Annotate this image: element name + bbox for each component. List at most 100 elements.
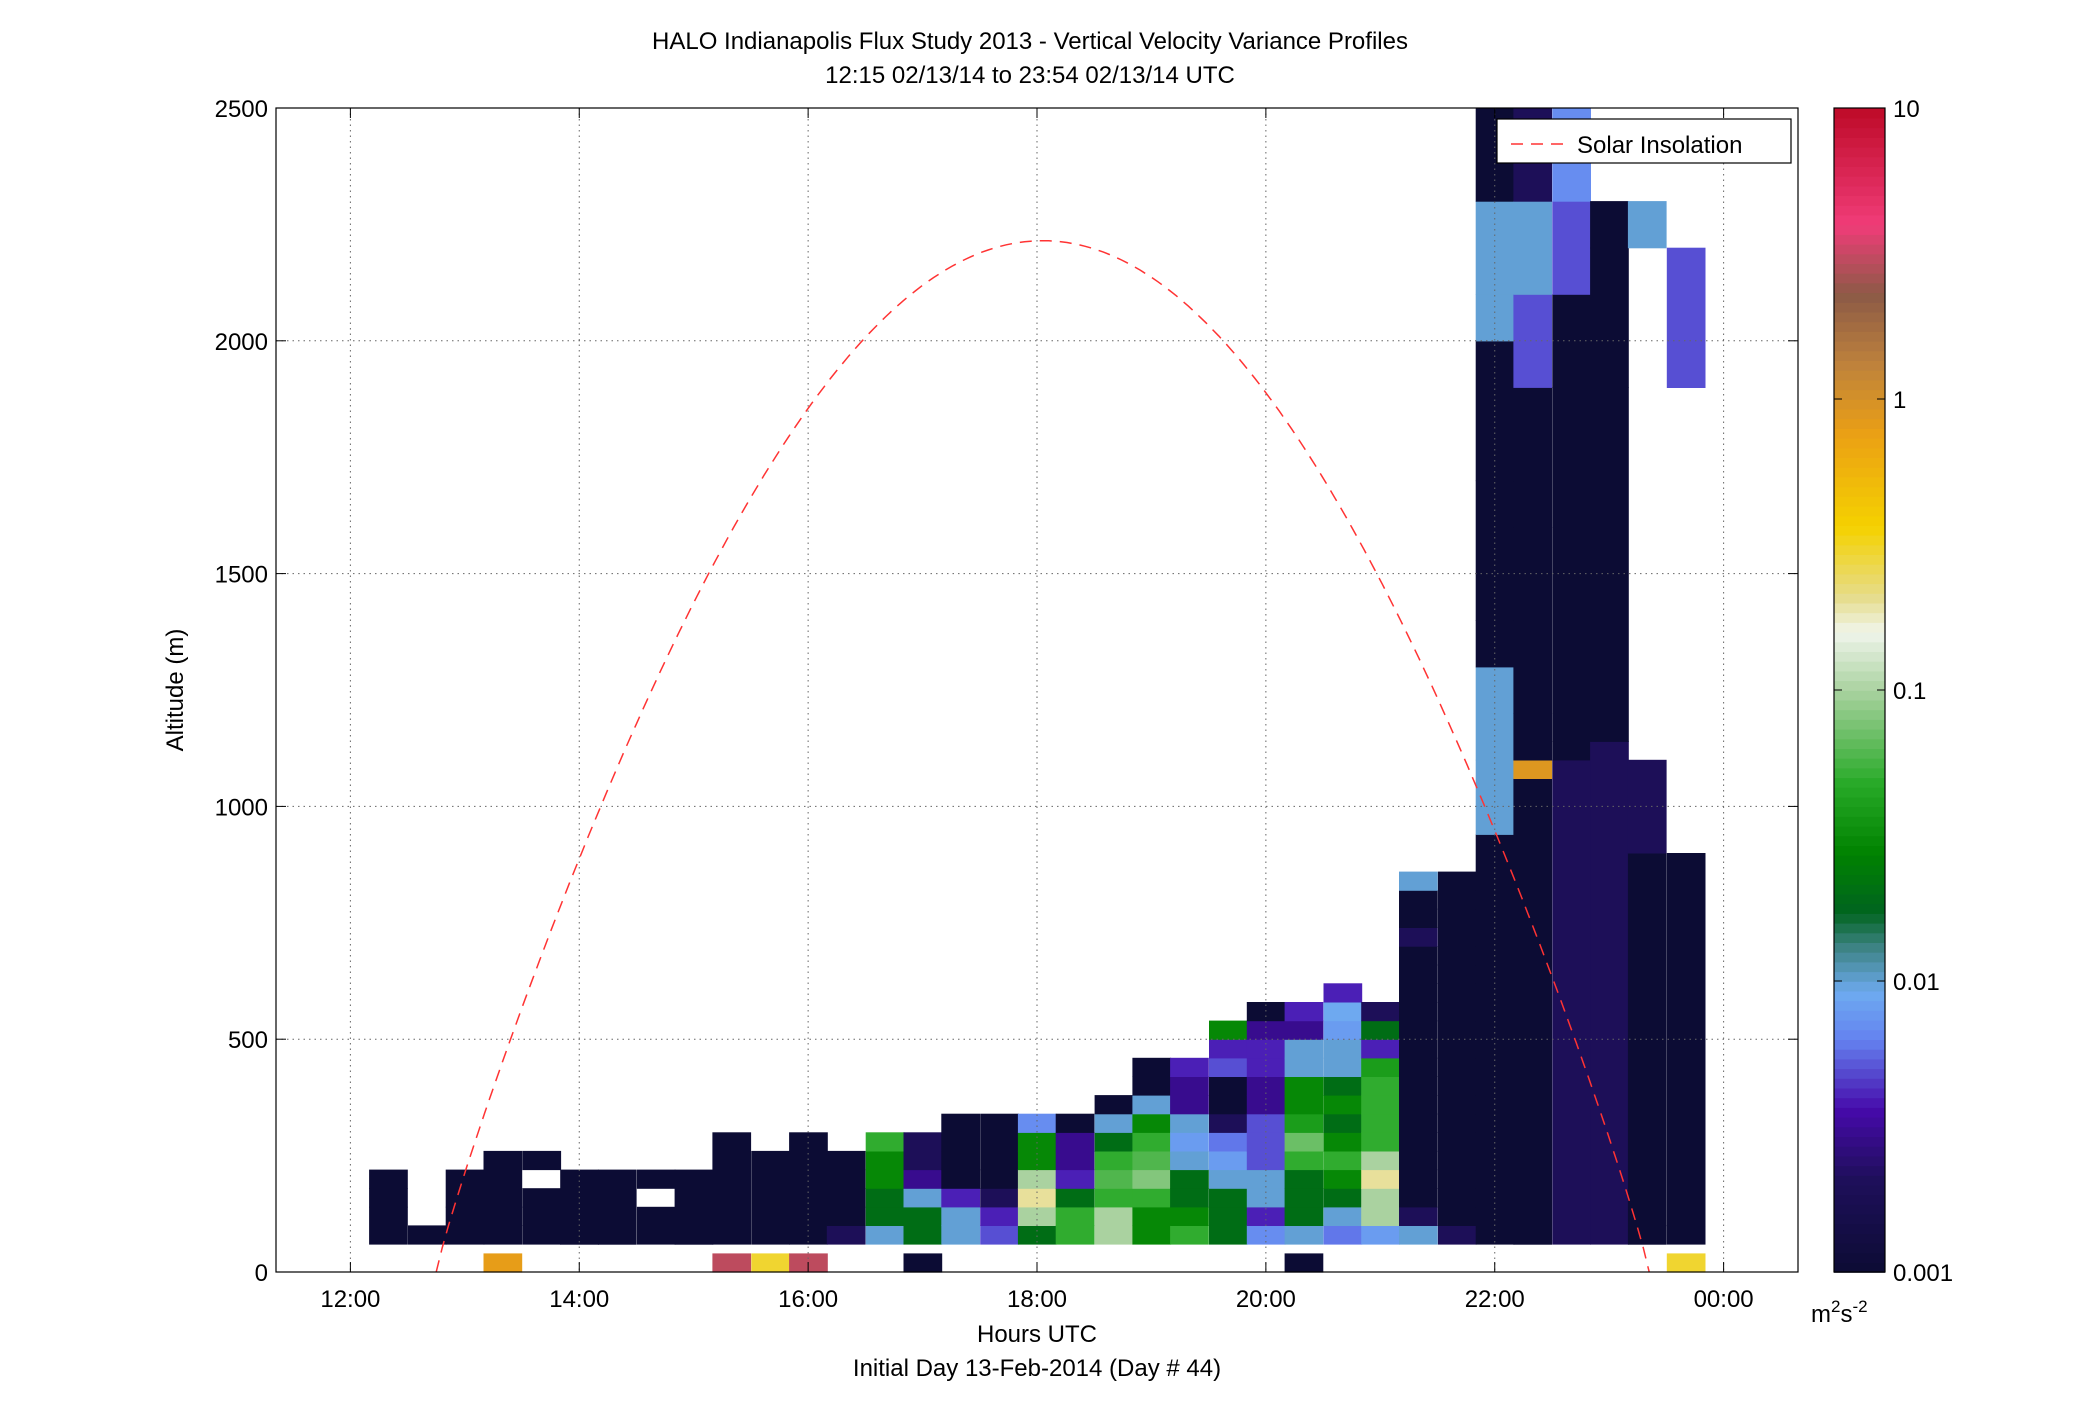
heatmap-cell <box>1513 201 1553 295</box>
heatmap-cell <box>1590 201 1629 249</box>
heatmap-cell <box>903 1169 943 1189</box>
heatmap-cell <box>1475 759 1515 835</box>
heatmap-cell <box>522 1225 562 1245</box>
heatmap-cell <box>560 1169 599 1245</box>
heatmap-cell <box>1399 1095 1438 1115</box>
colorbar-band <box>1834 787 1885 798</box>
colorbar-band <box>1834 563 1885 575</box>
heatmap-cell <box>1209 1057 1248 1077</box>
heatmap-cell <box>980 1188 1019 1208</box>
heatmap-cell <box>1399 927 1438 947</box>
heatmap-cell <box>1132 1169 1172 1189</box>
colorbar-band <box>1834 1252 1885 1264</box>
heatmap-cell <box>1246 1020 1286 1040</box>
heatmap-cell <box>1132 1225 1172 1245</box>
x-tick-label: 22:00 <box>1465 1286 1525 1313</box>
heatmap-cell <box>1437 1150 1477 1171</box>
heatmap-cell <box>1323 1113 1363 1133</box>
heatmap-cell <box>1399 946 1438 966</box>
heatmap-cell <box>1437 1225 1477 1245</box>
heatmap-cell <box>1170 1095 1209 1115</box>
heatmap-cell <box>636 1169 676 1189</box>
heatmap-cell <box>1437 1020 1477 1040</box>
heatmap-cell <box>1284 1206 1324 1226</box>
heatmap-cell <box>1055 1188 1095 1208</box>
heatmap-cell <box>789 1132 828 1152</box>
colorbar-band <box>1834 631 1885 643</box>
colorbar-band <box>1834 1029 1885 1040</box>
colorbar-band <box>1834 1204 1885 1215</box>
heatmap-cell <box>1132 1057 1172 1077</box>
heatmap-cell <box>1170 1076 1209 1096</box>
colorbar-band <box>1834 486 1885 497</box>
colorbar-band <box>1834 1116 1885 1128</box>
heatmap-cell <box>1209 1132 1248 1152</box>
x-tick-label: 00:00 <box>1694 1286 1754 1313</box>
heatmap-cell <box>903 1188 943 1208</box>
heatmap-cell <box>1437 1132 1477 1152</box>
heatmap-cell <box>1323 1057 1363 1077</box>
colorbar-band <box>1834 854 1885 866</box>
heatmap-cells <box>369 108 1706 1273</box>
heatmap-cell <box>1361 1020 1400 1040</box>
heatmap-cell <box>1323 1150 1363 1171</box>
heatmap-cell <box>1475 480 1515 621</box>
colorbar-band <box>1834 146 1885 158</box>
heatmap-cell <box>1361 1169 1400 1189</box>
heatmap-cell <box>1017 1132 1057 1152</box>
heatmap-cell <box>1590 741 1629 1245</box>
heatmap-cell <box>1246 1002 1286 1022</box>
colorbar-band <box>1834 1097 1885 1108</box>
heatmap-cell <box>712 1132 752 1245</box>
heatmap-cell <box>1094 1188 1134 1208</box>
heatmap-cell <box>1361 1057 1400 1077</box>
heatmap-cell <box>1132 1132 1172 1152</box>
heatmap-cell <box>1437 1076 1477 1096</box>
heatmap-cell <box>1132 1095 1172 1115</box>
colorbar-band <box>1834 660 1885 672</box>
colorbar-band <box>1834 719 1885 730</box>
heatmap-cell <box>1246 1113 1286 1133</box>
colorbar-band <box>1834 534 1885 546</box>
heatmap-cell <box>1437 946 1477 966</box>
legend-entry-solar-insolation: Solar Insolation <box>1577 132 1742 159</box>
heatmap-cell <box>1361 1225 1400 1245</box>
colorbar-band <box>1834 651 1885 662</box>
heatmap-cell <box>483 1253 523 1273</box>
colorbar-tick-label: 10 <box>1893 96 1920 123</box>
heatmap-cell <box>1399 1225 1438 1245</box>
colorbar-band <box>1834 825 1885 837</box>
heatmap-cell <box>941 1150 980 1171</box>
colorbar-band <box>1834 369 1885 381</box>
colorbar-band <box>1834 1010 1885 1021</box>
heatmap-cell <box>980 1206 1019 1226</box>
y-axis-ticks: 0 500 1000 1500 2000 2500 <box>215 96 1798 1287</box>
heatmap-cell <box>941 1113 980 1152</box>
heatmap-cell <box>1399 1169 1438 1189</box>
heatmap-cell <box>1094 1206 1134 1226</box>
legend-frame <box>1496 118 1792 164</box>
y-tick-label: 0 <box>255 1260 268 1287</box>
colorbar-band <box>1834 593 1885 604</box>
colorbar-band <box>1834 1262 1885 1273</box>
heatmap-cell <box>1209 1095 1248 1115</box>
colorbar-band <box>1834 1165 1885 1176</box>
colorbar-tick-label: 0.1 <box>1893 678 1926 705</box>
x-axis-label: Hours UTC <box>977 1321 1097 1348</box>
heatmap-cell <box>1666 853 1706 1227</box>
colorbar-band <box>1834 108 1885 119</box>
heatmap-cell <box>941 1169 980 1189</box>
heatmap-cell <box>826 1225 866 1245</box>
heatmap-cell <box>1399 964 1438 984</box>
heatmap-cell <box>1284 1095 1324 1115</box>
colorbar-band <box>1834 408 1885 420</box>
heatmap-cell <box>1437 1039 1477 1059</box>
heatmap-cell <box>1437 1188 1477 1208</box>
colorbar-band <box>1834 922 1885 934</box>
colorbar-band <box>1834 1184 1885 1196</box>
heatmap-cell <box>1361 1150 1400 1171</box>
colorbar-band <box>1834 1175 1885 1186</box>
colorbar-band <box>1834 243 1885 255</box>
x-tick-label: 18:00 <box>1007 1286 1067 1313</box>
colorbar-band <box>1834 1233 1885 1244</box>
